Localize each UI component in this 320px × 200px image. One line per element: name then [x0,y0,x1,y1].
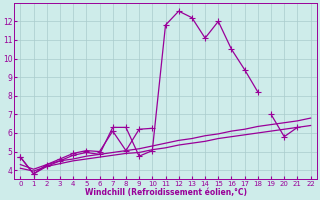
X-axis label: Windchill (Refroidissement éolien,°C): Windchill (Refroidissement éolien,°C) [84,188,246,197]
